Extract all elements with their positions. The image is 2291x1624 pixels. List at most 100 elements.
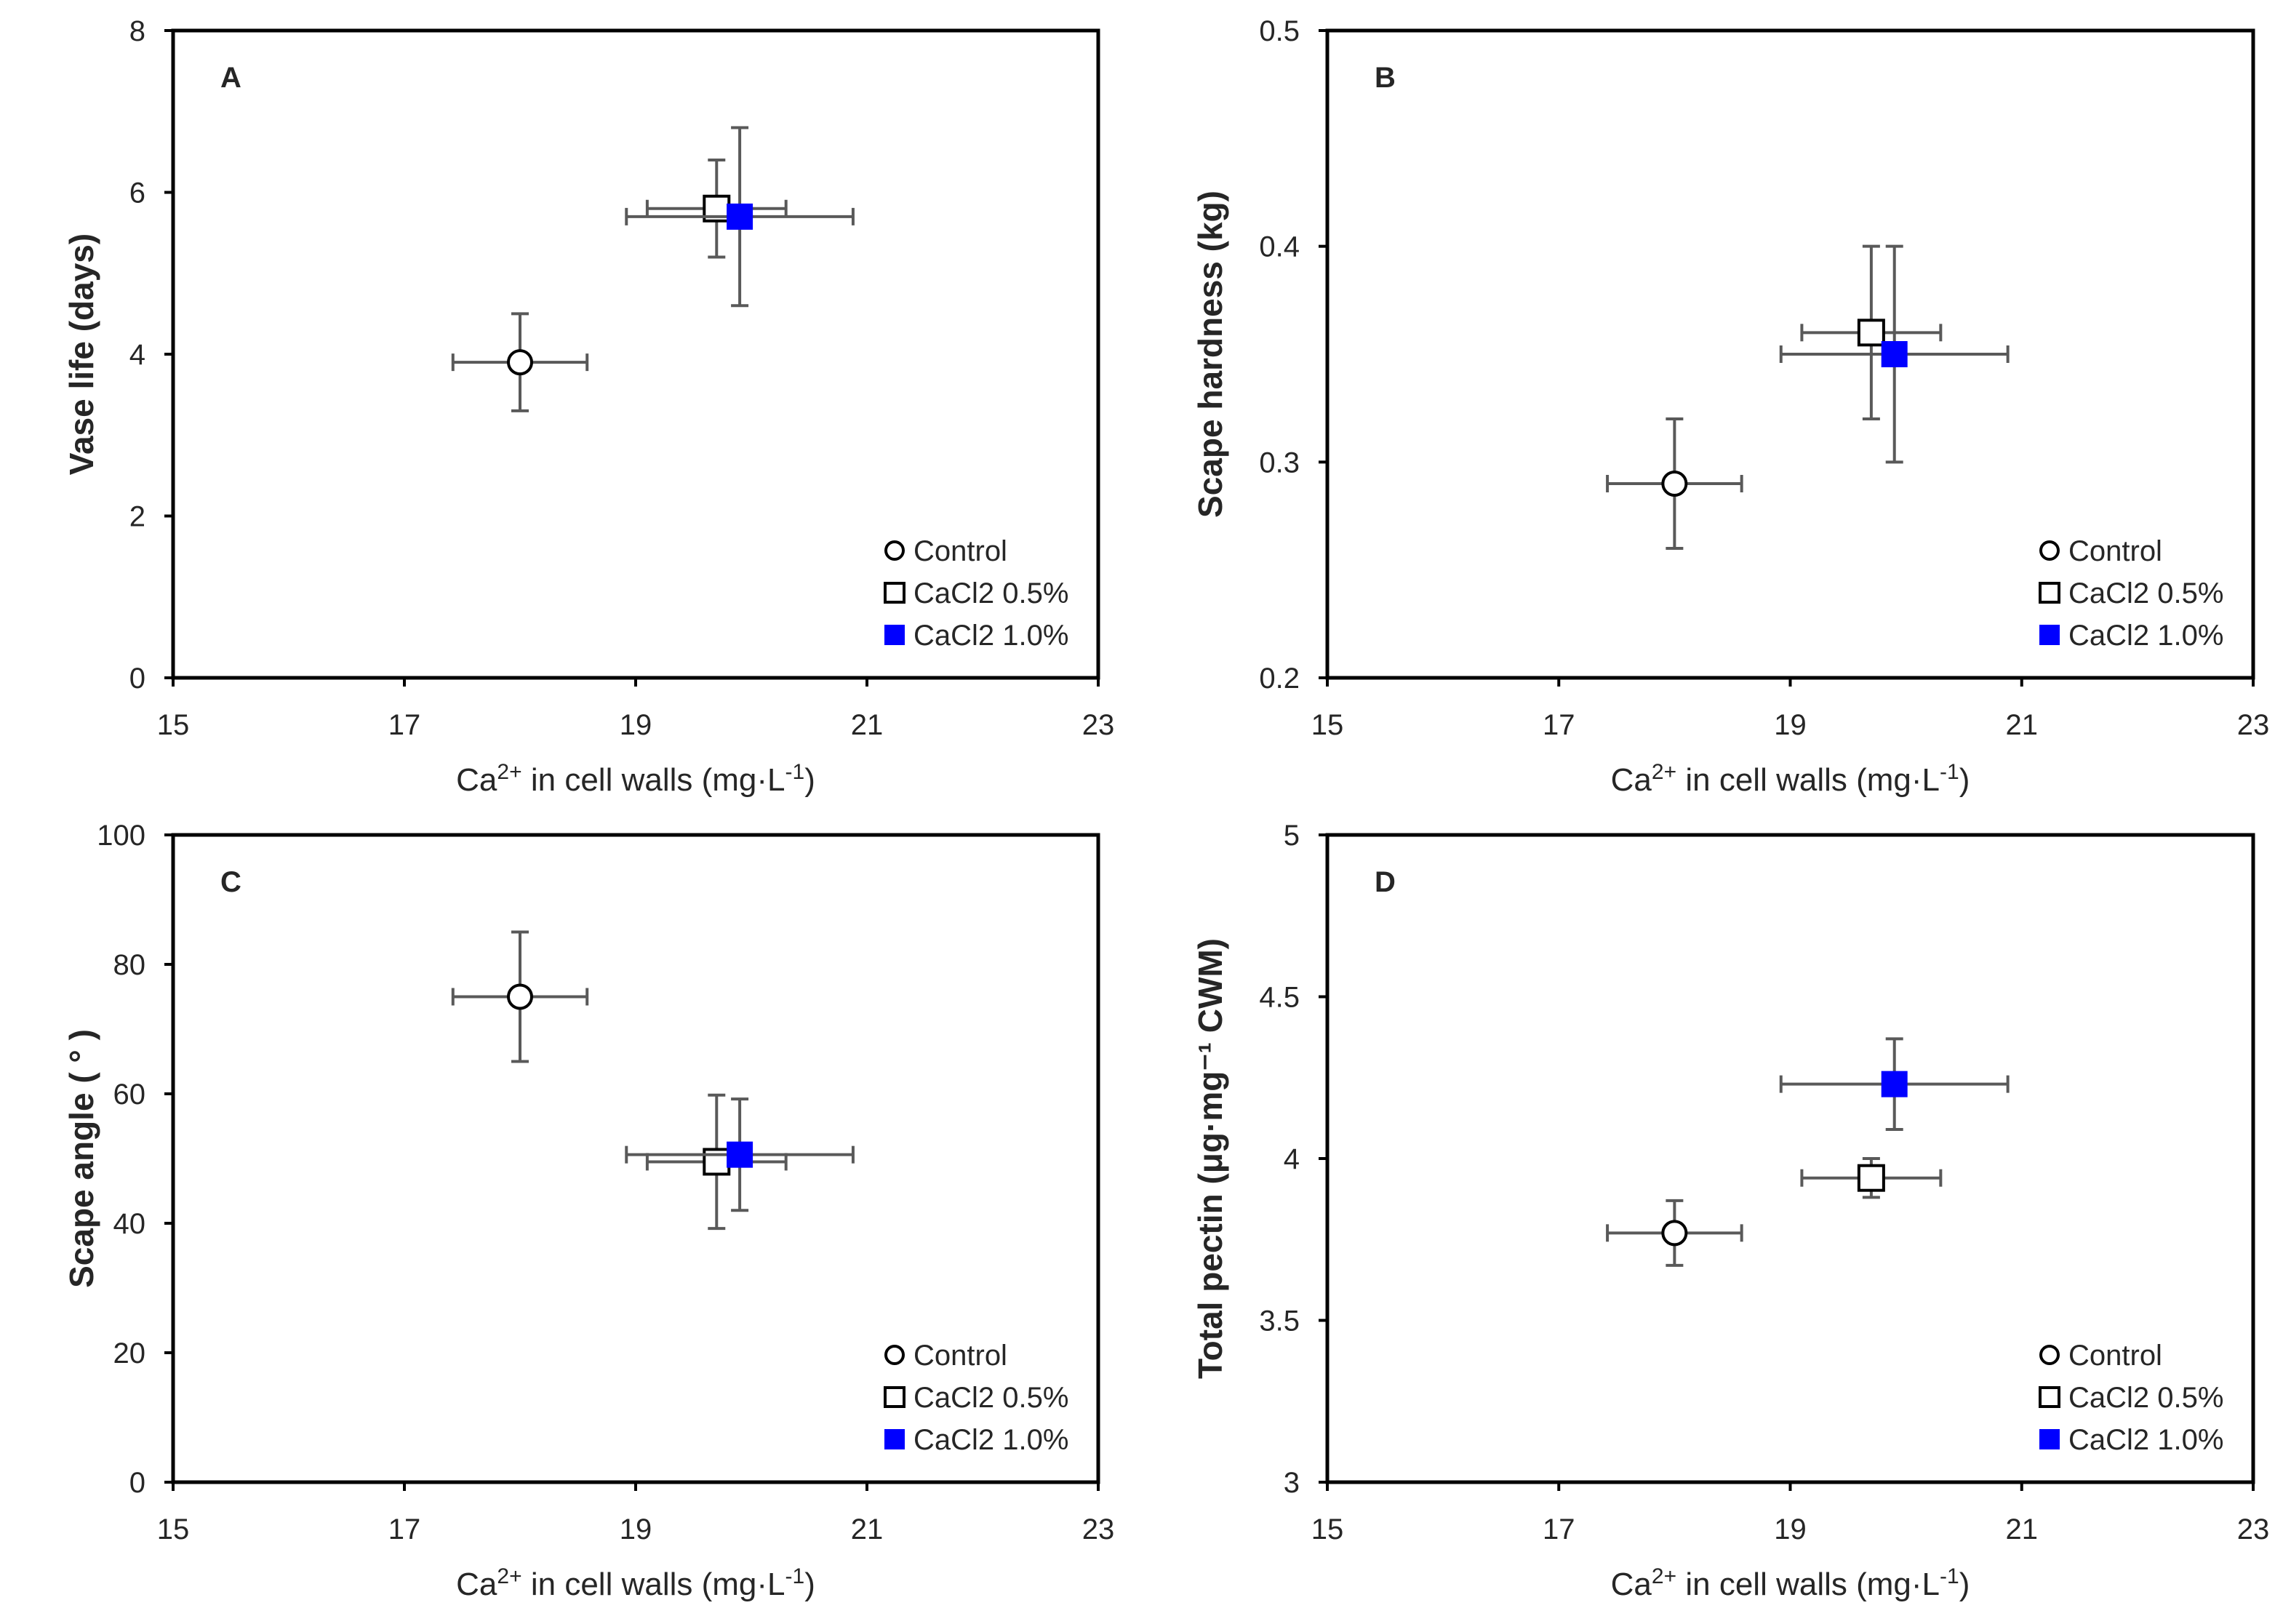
legend: Control CaCl2 0.5% CaCl2 1.0% xyxy=(884,1340,1068,1456)
legend-marker-circle xyxy=(2039,540,2060,561)
x-tick-label: 21 xyxy=(2006,1513,2039,1545)
marker-square-filled xyxy=(727,1141,753,1168)
marker-square-filled xyxy=(1881,1071,1908,1097)
x-tick-label: 15 xyxy=(1311,1513,1344,1545)
x-axis-label-part: in cell walls (mg·L xyxy=(522,1567,785,1602)
data-point-cacl2-1-0 xyxy=(625,126,855,308)
x-axis-label-part: 2+ xyxy=(497,1564,521,1588)
x-tick-label: 15 xyxy=(157,1513,190,1545)
y-tick-label: 4 xyxy=(1284,1143,1300,1175)
legend-marker-square xyxy=(884,1386,905,1408)
y-tick-label: 2 xyxy=(129,501,145,533)
y-tick-label: 4.5 xyxy=(1259,982,1300,1014)
x-axis-label-part: Ca xyxy=(456,1567,497,1602)
legend-label: CaCl2 0.5% xyxy=(2068,577,2223,609)
marker-circle xyxy=(1661,471,1688,497)
data-point-cacl2-0-5 xyxy=(645,159,788,259)
x-axis-label-part: Ca xyxy=(456,762,497,798)
legend-marker-square-filled xyxy=(2039,1429,2060,1449)
marker-square-filled xyxy=(727,203,753,230)
x-axis-label-part: Ca xyxy=(1611,762,1652,798)
marker-square xyxy=(1857,319,1885,347)
y-tick-label: 0.5 xyxy=(1259,15,1300,47)
legend-label: CaCl2 1.0% xyxy=(913,620,1068,652)
x-axis-label: Ca2+ in cell walls (mg·L-1) xyxy=(1611,1564,1970,1603)
legend-marker-circle xyxy=(884,540,905,561)
x-tick-label: 17 xyxy=(388,709,421,741)
x-tick-label: 21 xyxy=(851,709,884,741)
x-axis-label-part: -1 xyxy=(785,1564,805,1588)
panel-label: B xyxy=(1375,62,1396,94)
y-axis-label: Scape angle ( ° ) xyxy=(63,1029,100,1288)
x-axis-label-part: in cell walls (mg·L xyxy=(1676,1567,1940,1602)
y-tick-label: 0 xyxy=(129,1467,145,1499)
legend-marker-square-filled xyxy=(884,625,905,645)
x-axis-label-part: 2+ xyxy=(1652,1564,1676,1588)
panel-b: 15 17 19 21 23 0.2 0.3 0.4 0.5 Ca2+ in cell walls… xyxy=(1191,15,2269,798)
y-tick-label: 60 xyxy=(113,1079,146,1111)
legend-label: Control xyxy=(2068,535,2162,567)
x-tick-label: 17 xyxy=(1543,1513,1575,1545)
marker-circle xyxy=(507,983,533,1010)
panel-a: 15 17 19 21 23 0 2 4 6 8 Ca2+ in cell walls (mg·L-… xyxy=(63,15,1114,798)
legend-label: Control xyxy=(913,1340,1007,1372)
x-axis-label: Ca2+ in cell walls (mg·L-1) xyxy=(456,1564,815,1603)
legend: Control CaCl2 0.5% CaCl2 1.0% xyxy=(2039,1340,2223,1456)
panel-label: A xyxy=(220,62,241,94)
x-axis-label-part: -1 xyxy=(1940,760,1959,784)
x-tick-label: 23 xyxy=(1082,1513,1115,1545)
x-tick-label: 23 xyxy=(1082,709,1115,741)
y-tick-label: 4 xyxy=(129,339,145,371)
x-axis-label-part: ) xyxy=(1959,1567,1970,1602)
legend-label: CaCl2 0.5% xyxy=(913,1382,1068,1414)
data-point-cacl2-0-5 xyxy=(1800,1157,1943,1199)
legend: Control CaCl2 0.5% CaCl2 1.0% xyxy=(2039,535,2223,652)
y-tick-label: 3 xyxy=(1284,1467,1300,1499)
x-axis-label-part: ) xyxy=(1959,762,1970,798)
marker-circle xyxy=(1661,1220,1688,1247)
data-point-cacl2-0-5 xyxy=(645,1093,788,1231)
legend-label: CaCl2 0.5% xyxy=(2068,1382,2223,1414)
y-tick-label: 0 xyxy=(129,663,145,695)
y-tick-label: 20 xyxy=(113,1337,146,1369)
x-axis-label-part: ) xyxy=(804,762,815,798)
panel-label: C xyxy=(220,866,241,898)
x-tick-label: 19 xyxy=(620,1513,652,1545)
y-tick-label: 6 xyxy=(129,177,145,209)
data-point-control xyxy=(451,312,589,412)
x-axis-label-part: Ca xyxy=(1611,1567,1652,1602)
legend-marker-square-filled xyxy=(884,1429,905,1449)
x-tick-label: 19 xyxy=(1774,1513,1807,1545)
y-tick-label: 0.3 xyxy=(1259,447,1300,479)
y-tick-label: 8 xyxy=(129,15,145,47)
y-tick-label: 0.4 xyxy=(1259,231,1300,263)
x-tick-label: 17 xyxy=(1543,709,1575,741)
data-point-control xyxy=(1606,1199,1743,1267)
y-axis-label: Total pectin (μg·mg⁻¹ CWM) xyxy=(1191,938,1229,1379)
x-tick-label: 19 xyxy=(620,709,652,741)
y-tick-label: 5 xyxy=(1284,820,1300,852)
data-point-control xyxy=(451,930,589,1063)
legend-marker-circle xyxy=(2039,1345,2060,1365)
x-tick-label: 17 xyxy=(388,1513,421,1545)
data-point-control xyxy=(1606,417,1743,550)
x-tick-label: 23 xyxy=(2237,709,2270,741)
legend-label: Control xyxy=(913,535,1007,567)
x-axis-label-part: in cell walls (mg·L xyxy=(522,762,785,798)
marker-square xyxy=(1857,1164,1885,1192)
x-axis-label: Ca2+ in cell walls (mg·L-1) xyxy=(1611,760,1970,799)
x-axis-label-part: ) xyxy=(804,1567,815,1602)
x-tick-label: 21 xyxy=(2006,709,2039,741)
data-point-cacl2-1-0 xyxy=(625,1097,855,1212)
legend-label: CaCl2 0.5% xyxy=(913,577,1068,609)
legend-marker-square xyxy=(884,582,905,604)
y-axis-label: Scape hardness (kg) xyxy=(1191,191,1229,518)
x-tick-label: 15 xyxy=(157,709,190,741)
x-axis-label-part: in cell walls (mg·L xyxy=(1676,762,1940,798)
marker-square xyxy=(703,1148,731,1176)
legend-marker-square xyxy=(2039,582,2060,604)
y-tick-label: 40 xyxy=(113,1208,146,1240)
y-tick-label: 3.5 xyxy=(1259,1305,1300,1337)
y-tick-label: 80 xyxy=(113,949,146,981)
